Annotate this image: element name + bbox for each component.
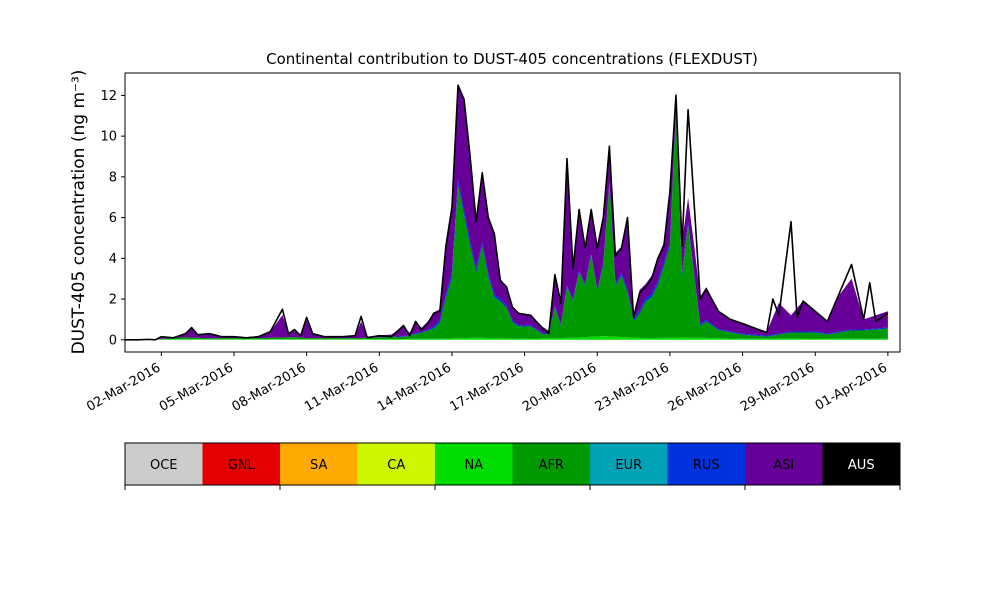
total-line-group <box>125 84 889 341</box>
x-tick-label: 02-Mar-2016 <box>84 360 163 414</box>
legend-label-sa: SA <box>310 458 327 473</box>
x-tick-label: 05-Mar-2016 <box>157 360 236 414</box>
legend-label-gnl: GNL <box>228 458 256 473</box>
y-axis: 0 2 4 6 8 10 12 <box>100 89 125 348</box>
legend-label-ca: CA <box>387 458 405 473</box>
legend-swatch-gnl <box>202 443 280 485</box>
continent-colorbar: OCE GNL SA CA NA AFR EUR RUS ASI AUS <box>124 442 901 490</box>
legend-label-aus: AUS <box>848 458 875 473</box>
area-na <box>149 336 888 340</box>
legend-frame <box>124 442 901 486</box>
legend-swatch-afr <box>512 443 590 485</box>
x-tick-label: 26-Mar-2016 <box>665 360 744 414</box>
y-tick-label: 0 <box>109 333 117 348</box>
area-asi <box>149 87 888 340</box>
legend-swatch-asi <box>745 443 823 485</box>
chart-title: Continental contribution to DUST-405 con… <box>266 50 758 68</box>
y-tick-label: 2 <box>109 293 117 308</box>
x-tick-label: 08-Mar-2016 <box>230 360 309 414</box>
legend-label-rus: RUS <box>693 458 720 473</box>
legend-label-afr: AFR <box>539 458 564 473</box>
x-axis: 02-Mar-201605-Mar-201608-Mar-201611-Mar-… <box>84 352 890 415</box>
y-tick-label: 6 <box>109 211 117 226</box>
legend-swatch-sa <box>280 443 358 485</box>
total-concentration-line <box>125 84 889 341</box>
plot-frame <box>124 72 901 353</box>
legend-swatch-rus <box>667 443 745 485</box>
x-tick-label: 20-Mar-2016 <box>520 360 599 414</box>
y-tick-label: 8 <box>109 170 117 185</box>
x-tick-label: 11-Mar-2016 <box>302 360 381 414</box>
area-rus <box>149 109 888 340</box>
x-tick-label: 29-Mar-2016 <box>738 360 817 414</box>
legend-label-na: NA <box>464 458 483 473</box>
x-tick-label: 01-Apr-2016 <box>813 360 890 413</box>
x-tick-label: 17-Mar-2016 <box>447 360 526 414</box>
stacked-areas <box>149 87 888 340</box>
x-tick-label: 23-Mar-2016 <box>593 360 672 414</box>
legend-label-asi: ASI <box>773 458 794 473</box>
y-tick-label: 10 <box>100 130 117 145</box>
legend-swatch-ca <box>357 443 435 485</box>
legend-swatch-oce <box>125 443 203 485</box>
y-tick-label: 12 <box>100 89 117 104</box>
legend-label-oce: OCE <box>150 458 178 473</box>
legend-label-eur: EUR <box>615 458 642 473</box>
legend-swatch-na <box>435 443 513 485</box>
area-afr <box>149 113 888 340</box>
y-tick-label: 4 <box>109 252 117 267</box>
legend-swatch-eur <box>590 443 668 485</box>
y-axis-label: DUST-405 concentration (ng m⁻³) <box>69 70 89 355</box>
legend-swatch-aus <box>822 443 900 485</box>
x-tick-label: 14-Mar-2016 <box>375 360 454 414</box>
